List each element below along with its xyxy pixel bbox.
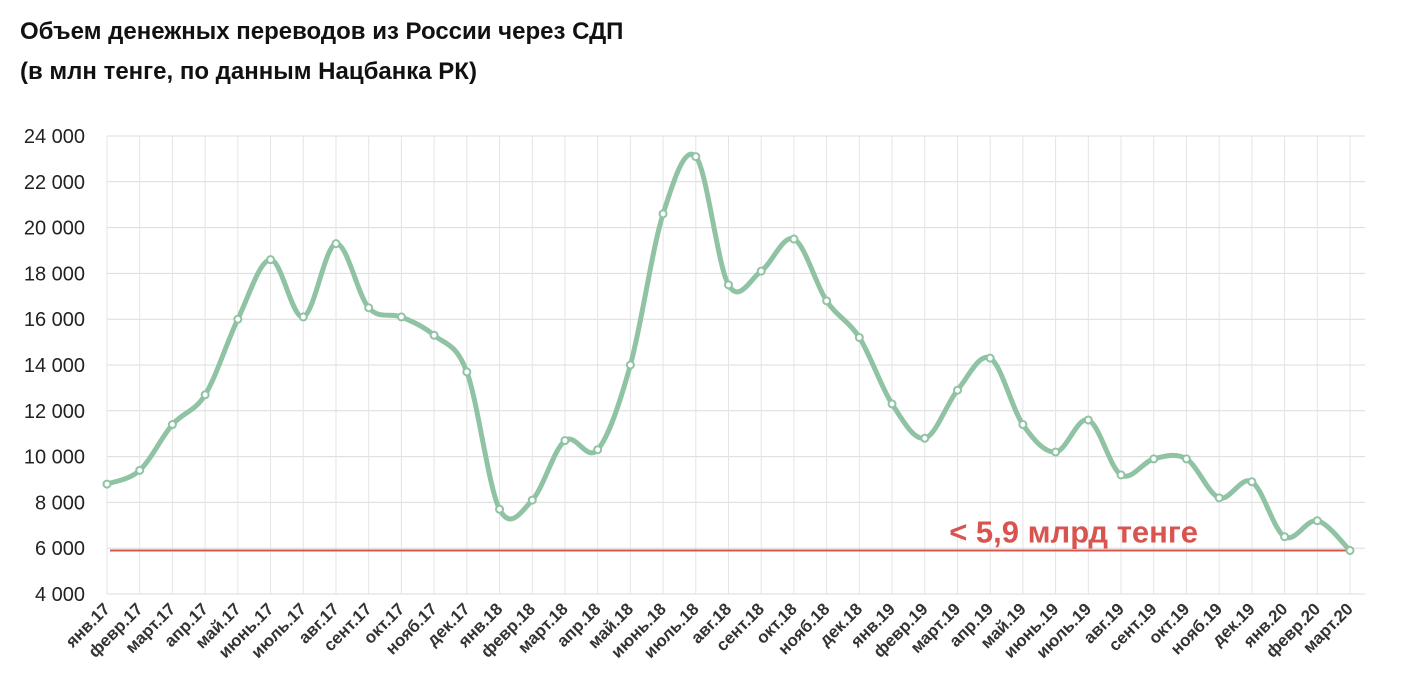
data-point (331, 239, 341, 249)
data-point (1116, 470, 1126, 480)
data-point (756, 266, 766, 276)
data-point (135, 465, 145, 475)
data-point (854, 333, 864, 343)
data-point (1214, 493, 1224, 503)
data-point (625, 360, 635, 370)
data-point (233, 314, 243, 324)
data-point (1312, 516, 1322, 526)
data-point (1247, 477, 1257, 487)
chart-subtitle: (в млн тенге, по данным Нацбанка РК) (20, 58, 477, 85)
data-point (1018, 420, 1028, 430)
y-tick-label: 18 000 (24, 263, 85, 285)
data-point (789, 234, 799, 244)
y-tick-label: 12 000 (24, 401, 85, 423)
y-tick-label: 14 000 (24, 355, 85, 377)
data-point (1051, 447, 1061, 457)
data-point (396, 312, 406, 322)
data-points (102, 152, 1355, 555)
data-point (1345, 545, 1355, 555)
data-point (298, 312, 308, 322)
data-point (887, 399, 897, 409)
y-tick-label: 20 000 (24, 218, 85, 240)
data-point (724, 280, 733, 290)
y-tick-label: 24 000 (24, 126, 85, 148)
data-point (658, 209, 668, 219)
data-point (560, 436, 570, 446)
x-axis: янв.17февр.17март.17апр.17май.17июнь.17и… (61, 599, 1357, 662)
data-point (102, 479, 112, 489)
y-tick-label: 10 000 (24, 447, 85, 469)
y-tick-label: 16 000 (24, 309, 85, 331)
y-tick-label: 6 000 (35, 538, 85, 560)
data-point (527, 495, 537, 505)
data-point (952, 385, 962, 395)
data-point (200, 390, 210, 400)
data-point (822, 296, 832, 306)
data-point (1280, 532, 1290, 542)
data-point (266, 255, 276, 265)
data-point (364, 303, 374, 313)
chart-title-main: Объем денежных переводов из России через… (20, 18, 624, 45)
data-point (593, 445, 603, 455)
grid-lines (106, 135, 1365, 595)
chart-title: Объем денежных переводов из России через… (20, 12, 623, 92)
y-tick-label: 22 000 (24, 172, 85, 194)
data-point (167, 420, 177, 430)
y-tick-label: 4 000 (35, 584, 85, 606)
annotation-label: < 5,9 млрд тенге (949, 514, 1198, 549)
data-point (691, 152, 701, 162)
data-point (462, 367, 472, 377)
data-point (1181, 454, 1191, 464)
data-point (1149, 454, 1159, 464)
data-point (495, 504, 505, 514)
data-point (920, 433, 930, 443)
data-point (985, 353, 995, 363)
y-tick-label: 8 000 (35, 492, 85, 514)
data-point (1083, 415, 1093, 425)
data-point (429, 330, 439, 340)
y-axis: 4 000 6 000 8 000 10 000 12 000 14 000 16 000 1… (24, 126, 85, 606)
series-line (104, 151, 1353, 553)
